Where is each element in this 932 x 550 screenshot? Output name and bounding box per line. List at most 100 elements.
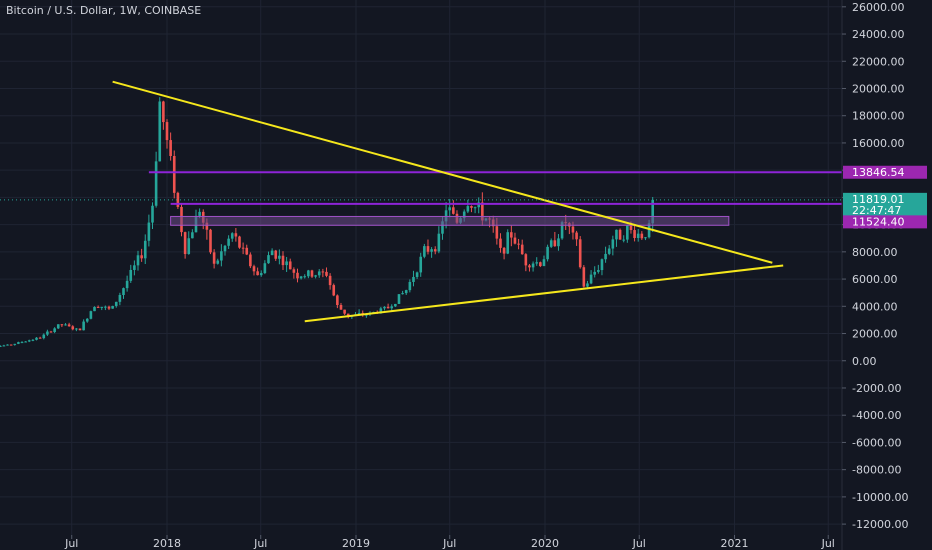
candle-body <box>426 246 430 252</box>
candle-body <box>332 285 336 296</box>
candle-body <box>640 233 644 239</box>
candle-body <box>136 255 140 266</box>
resistance-tag-bg <box>843 165 927 179</box>
candle-body <box>118 295 122 302</box>
candle-body <box>343 309 346 314</box>
candle-body <box>267 255 270 264</box>
candle-body <box>38 337 42 339</box>
y-tick-label: -10000.00 <box>852 491 908 504</box>
y-tick-label: -8000.00 <box>852 464 901 477</box>
candle-body <box>430 249 433 252</box>
candle-body <box>111 305 114 309</box>
candle-body <box>539 262 542 267</box>
candle-body <box>636 233 640 239</box>
candle-body <box>404 290 408 294</box>
candle-body <box>506 232 510 254</box>
y-tick-label: 18000.00 <box>852 110 905 123</box>
chart-title: Bitcoin / U.S. Dollar, 1W, COINBASE <box>6 4 201 17</box>
candle-body <box>216 260 220 264</box>
candle-body <box>317 271 321 276</box>
y-tick-label: 22000.00 <box>852 55 905 68</box>
candle-body <box>82 321 85 331</box>
resistance-tag-text: 13846.54 <box>852 166 905 179</box>
candle-body <box>444 210 448 222</box>
candle-body <box>466 206 470 212</box>
candle-body <box>223 245 227 252</box>
candle-body <box>633 230 636 239</box>
candle-body <box>517 243 520 245</box>
candle-body <box>622 239 626 241</box>
current-price-tag-text: 22:47:47 <box>852 204 901 217</box>
candle-body <box>147 222 151 241</box>
candle-body <box>546 246 549 260</box>
candle-body <box>571 226 575 233</box>
candle-body <box>176 192 180 207</box>
time-axis[interactable]: Jul 2018 Jul 2019 Jul 2020 Jul 2021 Jul <box>64 535 835 550</box>
candle-body <box>42 334 46 339</box>
current-price-tag-bg <box>843 192 927 217</box>
candle-body <box>53 328 56 333</box>
x-tick-label: 2021 <box>721 537 749 550</box>
candle-body <box>462 211 466 219</box>
trend-line <box>112 80 773 264</box>
price-axis[interactable]: 26000.00 24000.00 22000.00 20000.00 18000.00… <box>841 0 932 550</box>
candle-body <box>386 306 390 309</box>
candle-body <box>165 122 169 141</box>
x-tick-label: Jul <box>632 537 646 550</box>
candle-body <box>520 244 524 255</box>
candle-body <box>281 255 285 266</box>
supply-zone <box>170 215 730 226</box>
candle-body <box>205 222 209 230</box>
price-axis-background <box>842 0 932 550</box>
candle-body <box>154 161 158 206</box>
candle-body <box>611 239 615 249</box>
candle-body <box>198 211 201 216</box>
y-tick-label: 4000.00 <box>852 300 898 313</box>
candle-body <box>589 274 593 284</box>
candle-body <box>140 255 143 259</box>
y-tick-label: -4000.00 <box>852 409 901 422</box>
candle-body <box>600 259 604 271</box>
x-tick-label: 2019 <box>342 537 370 550</box>
candle-body <box>89 311 93 319</box>
candle-body <box>448 207 452 211</box>
candle-body <box>259 273 263 276</box>
candle-body <box>310 270 314 277</box>
candle-body <box>125 280 129 289</box>
candle-body <box>292 269 296 273</box>
candle-body <box>20 342 24 344</box>
candle-body <box>321 271 325 273</box>
candle-body <box>575 232 578 240</box>
overlays <box>0 80 842 323</box>
candle-body <box>433 249 437 252</box>
candle-body <box>618 229 622 240</box>
candle-body <box>586 283 589 287</box>
candle-body <box>129 269 133 281</box>
candle-body <box>549 240 553 247</box>
candle-body <box>339 305 343 310</box>
candle-body <box>96 306 100 308</box>
candle-body <box>607 248 611 254</box>
candle-body <box>357 312 361 315</box>
candle-body <box>13 343 17 345</box>
x-tick-label: Jul <box>253 537 267 550</box>
y-tick-label: 0.00 <box>852 355 877 368</box>
candle-body <box>390 306 394 309</box>
candle-body <box>383 306 386 309</box>
candle-body <box>473 207 477 209</box>
grid <box>0 0 842 535</box>
candle-body <box>307 270 310 277</box>
candle-body <box>85 318 89 322</box>
candle-body <box>452 207 455 214</box>
y-tick-label: 6000.00 <box>852 273 898 286</box>
candle-body <box>183 232 187 255</box>
candle-body <box>470 206 473 208</box>
candle-body <box>285 261 288 266</box>
candle-body <box>238 236 241 248</box>
candle-body <box>114 301 118 306</box>
candle-body <box>423 246 426 257</box>
candle-body <box>397 294 401 304</box>
